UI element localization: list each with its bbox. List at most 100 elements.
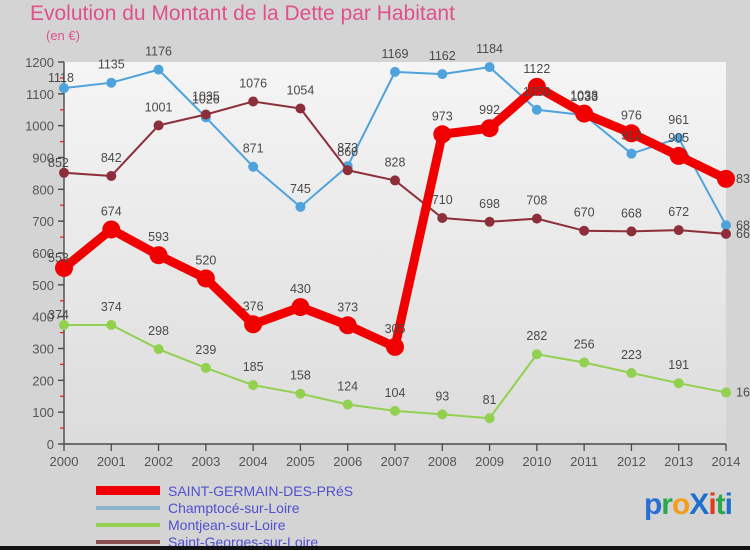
data-point-label: 1038 bbox=[570, 89, 598, 103]
series-point bbox=[149, 246, 168, 265]
series-point bbox=[717, 169, 735, 188]
legend-swatch-montjean-sur-loire bbox=[96, 522, 160, 527]
series-point bbox=[291, 298, 310, 317]
data-point-label: 1184 bbox=[476, 42, 503, 56]
series-point bbox=[342, 399, 353, 410]
data-point-label: 430 bbox=[290, 282, 311, 296]
series-point bbox=[484, 62, 495, 73]
data-point-label: 873 bbox=[337, 141, 358, 155]
chart-units-label: (en €) bbox=[46, 28, 80, 43]
data-point-label: 1176 bbox=[145, 45, 172, 59]
data-point-label: 961 bbox=[668, 113, 689, 127]
x-axis-tick-label: 2002 bbox=[144, 454, 173, 469]
data-point-label: 553 bbox=[48, 251, 69, 265]
data-point-label: 1169 bbox=[382, 47, 409, 61]
series-point bbox=[721, 220, 731, 231]
series-point bbox=[248, 96, 259, 107]
data-point-label: 1054 bbox=[287, 83, 315, 97]
data-point-label: 298 bbox=[148, 324, 169, 338]
data-point-label: 1026 bbox=[192, 92, 220, 106]
data-point-label: 912 bbox=[621, 129, 642, 143]
legend-label-champtoce-sur-loire: Champtocé-sur-Loire bbox=[168, 499, 300, 516]
series-point bbox=[527, 77, 546, 96]
x-axis-tick-label: 2001 bbox=[97, 454, 126, 469]
data-point-label: 124 bbox=[337, 380, 358, 394]
series-point bbox=[386, 337, 404, 356]
data-point-label: 376 bbox=[243, 299, 264, 313]
x-axis-tick-label: 2007 bbox=[381, 454, 410, 469]
data-point-label: 191 bbox=[668, 358, 689, 372]
series-point bbox=[721, 228, 731, 239]
data-point-label: 687 bbox=[736, 218, 750, 232]
legend-item-0[interactable]: SAINT-GERMAIN-DES-PRéS bbox=[96, 482, 496, 499]
x-axis-tick-label: 2008 bbox=[428, 454, 457, 469]
series-point bbox=[437, 409, 448, 420]
data-point-label: 698 bbox=[479, 197, 500, 211]
y-axis-tick-label: 800 bbox=[32, 182, 54, 197]
x-axis-tick-label: 2010 bbox=[522, 454, 551, 469]
series-point bbox=[196, 269, 215, 288]
series-point bbox=[484, 413, 495, 424]
series-point bbox=[106, 170, 117, 181]
series-point bbox=[390, 66, 400, 77]
data-point-label: 373 bbox=[337, 300, 358, 314]
data-point-label: 1162 bbox=[429, 49, 456, 63]
data-point-label: 828 bbox=[385, 155, 406, 169]
data-point-label: 104 bbox=[385, 386, 406, 400]
data-point-label: 1076 bbox=[239, 76, 267, 90]
chart-legend: SAINT-GERMAIN-DES-PRéS Champtocé-sur-Loi… bbox=[96, 482, 496, 550]
logo-letter: o bbox=[671, 488, 690, 521]
series-point bbox=[244, 315, 263, 334]
data-point-label: 976 bbox=[621, 108, 642, 122]
series-point bbox=[200, 109, 211, 120]
data-point-label: 674 bbox=[101, 204, 122, 218]
y-axis-tick-label: 1000 bbox=[25, 119, 54, 134]
axes: 0 100 200 300 400 500 600 700 800 900 1000 1100 1200… bbox=[25, 55, 740, 469]
data-point-labels: 1118 1135 1176 1026 871 745 873 1169 1162 1184 105… bbox=[48, 42, 750, 407]
series-point bbox=[531, 104, 542, 115]
legend-swatch-saint-georges-sur-loire bbox=[96, 539, 160, 544]
series-point bbox=[102, 220, 121, 239]
data-point-label: 185 bbox=[243, 360, 264, 374]
x-axis-tick-label: 2003 bbox=[191, 454, 220, 469]
logo-letter: i bbox=[724, 488, 733, 521]
series-point bbox=[673, 378, 684, 389]
legend-item-2[interactable]: Montjean-sur-Loire bbox=[96, 516, 496, 533]
data-point-label: 871 bbox=[243, 142, 264, 156]
x-axis-tick-label: 2012 bbox=[617, 454, 646, 469]
x-axis-tick-label: 2004 bbox=[239, 454, 268, 469]
data-point-label: 81 bbox=[483, 393, 497, 407]
legend-item-1[interactable]: Champtocé-sur-Loire bbox=[96, 499, 496, 516]
data-point-label: 973 bbox=[432, 109, 453, 123]
legend-swatch-saint-germain-des-pres bbox=[96, 486, 160, 495]
series-point bbox=[579, 225, 590, 236]
x-axis-tick-label: 2013 bbox=[664, 454, 693, 469]
data-point-label: 1122 bbox=[523, 62, 550, 76]
y-axis-tick-label: 700 bbox=[32, 214, 54, 229]
legend-label-saint-germain-des-pres: SAINT-GERMAIN-DES-PRéS bbox=[168, 482, 354, 499]
data-point-label: 860 bbox=[337, 145, 358, 159]
legend-label-montjean-sur-loire: Montjean-sur-Loire bbox=[168, 516, 286, 533]
legend-item-3[interactable]: Saint-Georges-sur-Loire bbox=[96, 533, 496, 550]
series-point bbox=[626, 148, 637, 159]
y-axis-tick-label: 900 bbox=[32, 151, 54, 166]
x-axis-tick-label: 2009 bbox=[475, 454, 504, 469]
series-point bbox=[342, 165, 353, 176]
legend-label-saint-georges-sur-loire: Saint-Georges-sur-Loire bbox=[168, 533, 319, 550]
proxiti-logo: proXiti bbox=[643, 488, 733, 522]
series-point bbox=[106, 319, 117, 330]
series-point bbox=[622, 124, 641, 143]
series-point bbox=[295, 103, 306, 114]
logo-letter: p bbox=[643, 488, 662, 521]
series-point bbox=[437, 69, 448, 80]
data-point-label: 672 bbox=[668, 205, 689, 219]
series-point bbox=[59, 83, 69, 94]
data-point-label: 842 bbox=[101, 151, 122, 165]
data-point-label: 158 bbox=[290, 369, 311, 383]
data-point-label: 1035 bbox=[192, 90, 220, 104]
data-point-label: 374 bbox=[48, 308, 69, 322]
series-point bbox=[295, 388, 306, 399]
data-point-label: 374 bbox=[101, 300, 122, 314]
